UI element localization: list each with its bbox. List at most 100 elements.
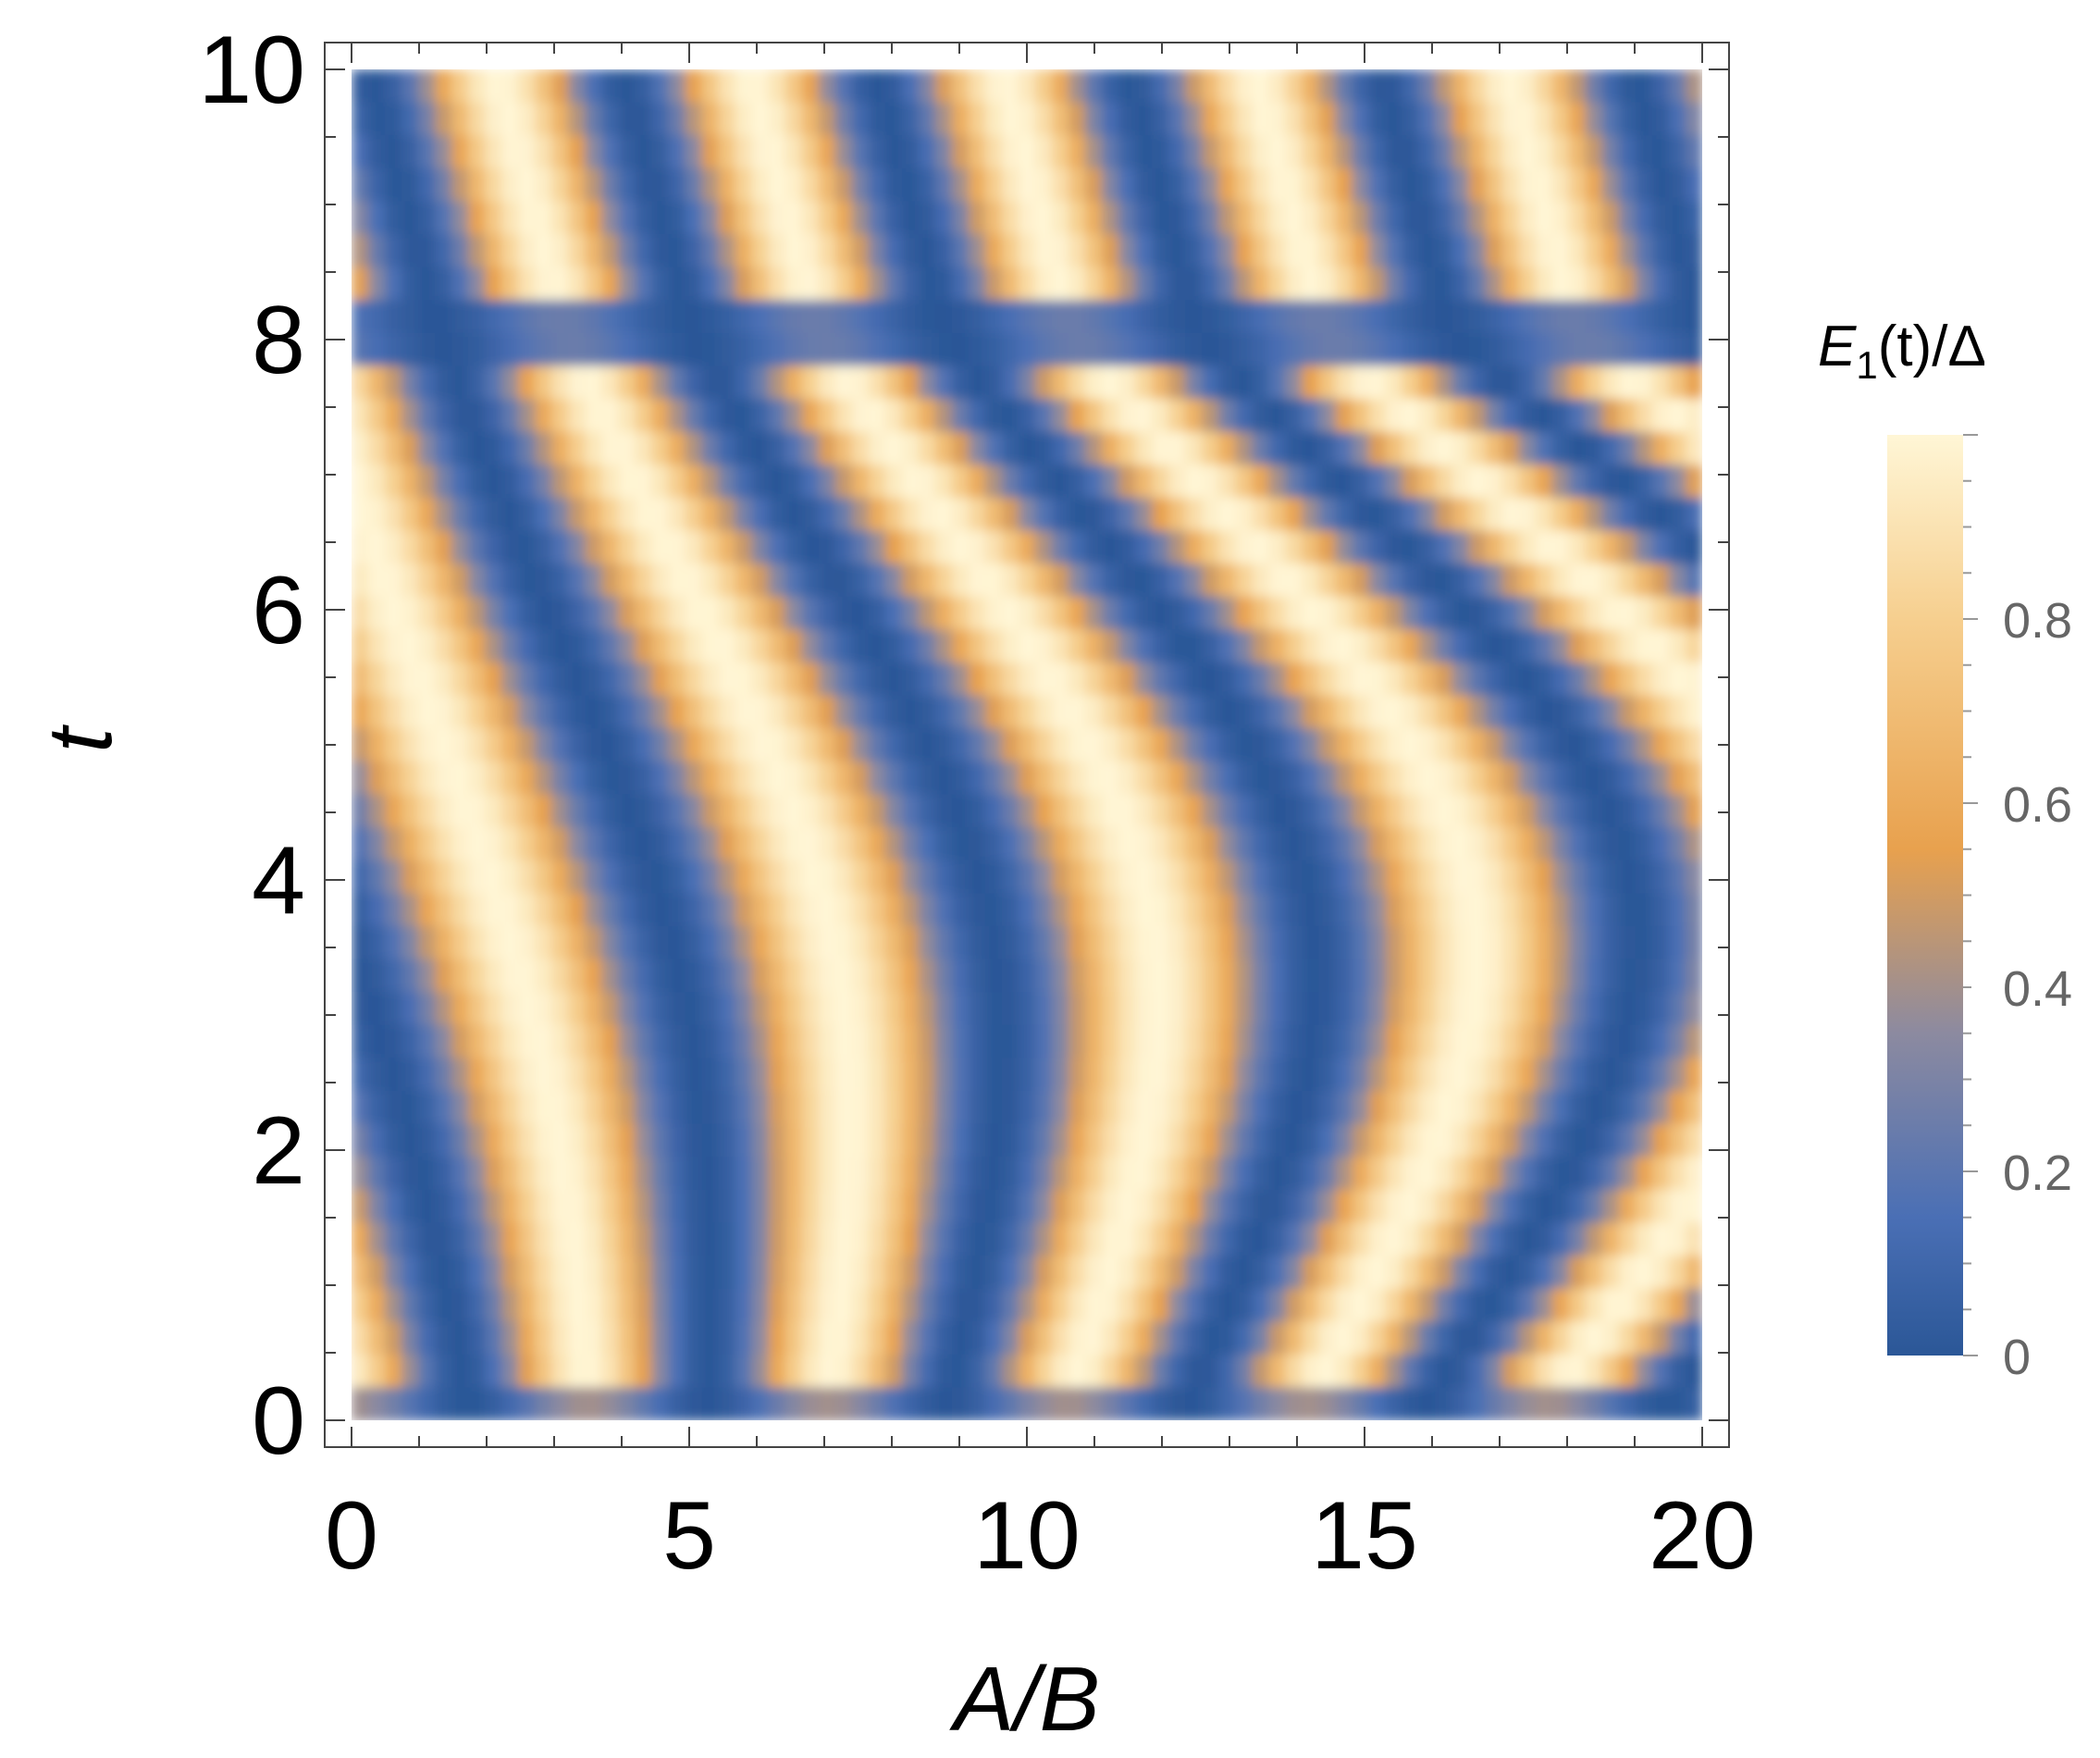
heatmap-cell (1018, 794, 1037, 829)
heatmap-cell (1285, 1024, 1303, 1059)
heatmap-cell (1435, 794, 1453, 829)
heatmap-cell (685, 563, 703, 598)
heatmap-cell (1268, 497, 1287, 532)
heatmap-cell (1035, 695, 1054, 730)
heatmap-cell (518, 992, 537, 1026)
heatmap-cell (1302, 662, 1320, 697)
heatmap-cell (1485, 629, 1503, 663)
heatmap-cell (551, 234, 570, 268)
heatmap-cell (1551, 925, 1570, 960)
heatmap-cell (751, 266, 770, 302)
heatmap-cell (1252, 893, 1270, 927)
heatmap-cell (934, 102, 953, 137)
heatmap-cell (1218, 1090, 1237, 1125)
heatmap-cell (1485, 1090, 1503, 1125)
heatmap-cell (1668, 464, 1686, 499)
heatmap-cell (535, 992, 553, 1026)
heatmap-cell (618, 234, 636, 268)
heatmap-cell (1385, 1058, 1403, 1092)
heatmap-cell (585, 266, 603, 302)
heatmap-cell (768, 464, 786, 499)
heatmap-cell (1052, 201, 1070, 236)
heatmap-cell (352, 1222, 370, 1257)
heatmap-cell (418, 201, 437, 236)
y-axis-title: t (29, 724, 130, 753)
heatmap-cell (1168, 135, 1187, 169)
heatmap-cell (1518, 234, 1537, 268)
heatmap-cell (951, 925, 970, 960)
heatmap-cell (1285, 1090, 1303, 1125)
heatmap-cell (1118, 497, 1137, 532)
heatmap-cell (1402, 925, 1420, 960)
heatmap-cell (768, 1157, 786, 1191)
heatmap-cell (551, 662, 570, 697)
heatmap-cell (934, 728, 953, 762)
heatmap-cell (1368, 959, 1387, 994)
heatmap-cell (1252, 827, 1270, 861)
heatmap-cell (1268, 431, 1287, 466)
heatmap-cell (851, 266, 870, 302)
heatmap-cell (701, 1321, 720, 1356)
heatmap-cell (1585, 201, 1603, 236)
heatmap-cell (1485, 1354, 1503, 1389)
heatmap-cell (1052, 300, 1070, 334)
heatmap-cell (435, 959, 453, 994)
heatmap-cell (435, 761, 453, 796)
heatmap-cell (1518, 266, 1537, 302)
heatmap-cell (1302, 893, 1320, 927)
heatmap-cell (568, 201, 587, 236)
heatmap-cell (1352, 332, 1370, 367)
heatmap-cell (901, 266, 920, 302)
heatmap-cell (418, 102, 437, 137)
heatmap-cell (468, 992, 487, 1026)
heatmap-cell (1168, 596, 1187, 631)
heatmap-cell (1318, 497, 1337, 532)
heatmap-cell (1501, 563, 1520, 598)
heatmap-cell (1451, 794, 1470, 829)
heatmap-cell (1335, 497, 1353, 532)
heatmap-cell (1451, 431, 1470, 466)
heatmap-cell (651, 135, 670, 169)
heatmap-cell (1402, 530, 1420, 565)
heatmap-cell (901, 893, 920, 927)
heatmap-cell (1202, 1321, 1220, 1356)
heatmap-cell (535, 662, 553, 697)
heatmap-cell (1501, 860, 1520, 895)
heatmap-cell (485, 167, 503, 203)
heatmap-cell (1685, 201, 1702, 236)
heatmap-cell (1218, 1123, 1237, 1158)
heatmap-cell (918, 201, 936, 236)
heatmap-cell (1152, 1255, 1170, 1290)
heatmap-cell (1202, 794, 1220, 829)
heatmap-cell (485, 1123, 503, 1158)
heatmap-cell (784, 1123, 803, 1158)
heatmap-cell (551, 1024, 570, 1059)
heatmap-cell (385, 1123, 403, 1158)
heatmap-cell (401, 1189, 420, 1224)
heatmap-cell (718, 365, 736, 401)
heatmap-cell (1635, 431, 1653, 466)
heatmap-cell (1235, 69, 1254, 104)
heatmap-cell (518, 135, 537, 169)
heatmap-cell (618, 431, 636, 466)
heatmap-cell (1551, 761, 1570, 796)
heatmap-cell (1352, 563, 1370, 598)
heatmap-cell (735, 497, 753, 532)
heatmap-cell (818, 728, 836, 762)
heatmap-cell (751, 860, 770, 895)
heatmap-cell (401, 399, 420, 433)
heatmap-cell (1468, 860, 1487, 895)
heatmap-cell (1368, 925, 1387, 960)
heatmap-cell (701, 464, 720, 499)
heatmap-cell (984, 431, 1003, 466)
heatmap-cell (1118, 365, 1137, 401)
heatmap-cell (1135, 431, 1154, 466)
heatmap-cell (951, 1189, 970, 1224)
heatmap-cell (1035, 234, 1054, 268)
heatmap-cell (401, 497, 420, 532)
heatmap-cell (1385, 629, 1403, 663)
heatmap-cell (1485, 1387, 1503, 1420)
heatmap-cell (1018, 1157, 1037, 1191)
heatmap-cell (1085, 530, 1104, 565)
heatmap-cell (1418, 1387, 1437, 1420)
